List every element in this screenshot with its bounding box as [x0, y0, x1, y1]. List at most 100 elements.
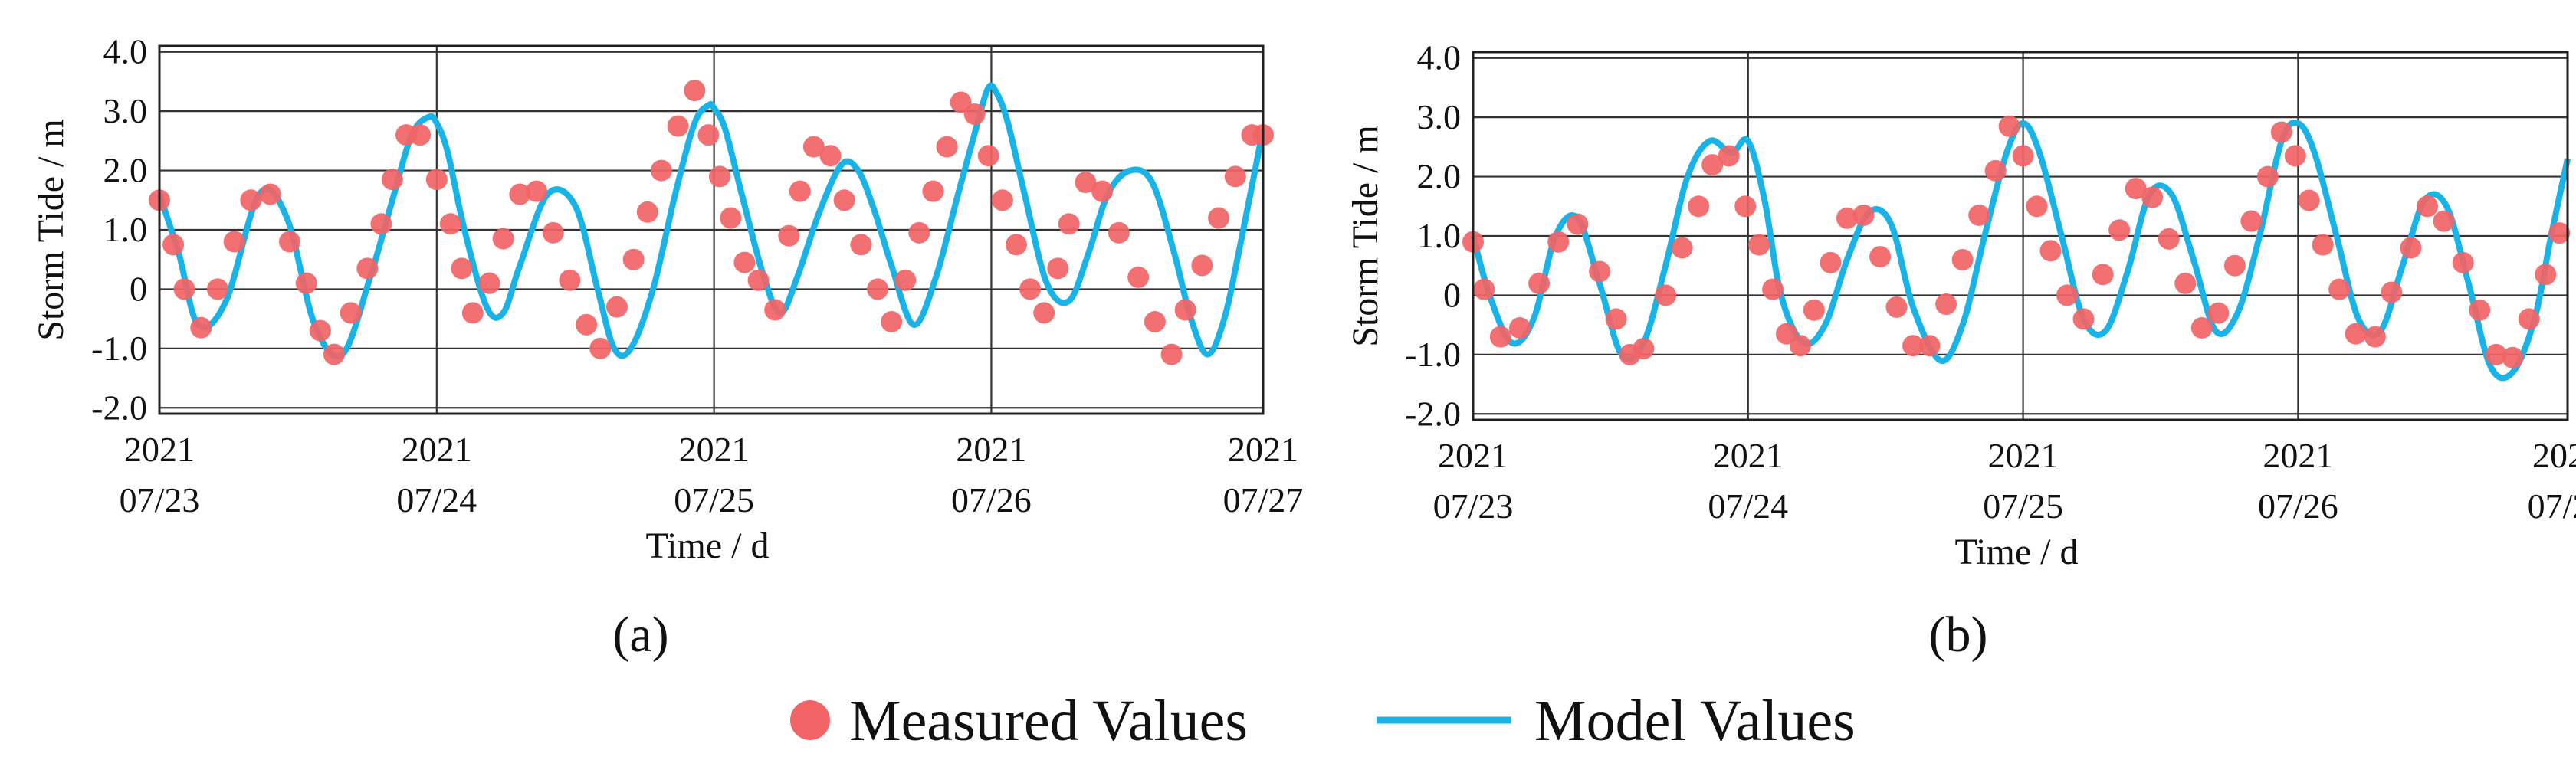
measured-point-b — [1701, 154, 1724, 176]
x-tick-date-a: 07/24 — [396, 480, 477, 519]
measured-point-b — [1718, 145, 1740, 167]
measured-point-b — [1633, 338, 1655, 360]
measured-point-a — [1091, 180, 1114, 202]
panel-label-b: (b) — [1929, 607, 1988, 663]
measured-point-b — [2256, 165, 2279, 188]
measured-point-a — [1224, 165, 1246, 188]
measured-point-a — [295, 272, 317, 294]
measured-point-b — [1655, 284, 1677, 306]
measured-point-b — [2174, 272, 2197, 294]
plot-frame-b — [1472, 51, 2569, 421]
measured-point-a — [526, 180, 548, 202]
x-tick-year-a: 2021 — [956, 430, 1026, 469]
measured-point-b — [2452, 251, 2474, 273]
x-tick-year-a: 2021 — [402, 430, 472, 469]
measured-point-a — [1208, 207, 1230, 229]
y-tick-label-b: -1.0 — [1405, 335, 1461, 374]
y-tick-label-b: 3.0 — [1417, 97, 1462, 136]
y-tick-label-b: 1.0 — [1417, 216, 1462, 255]
measured-point-b — [1489, 326, 1511, 348]
measured-point-a — [576, 313, 598, 336]
measured-point-a — [206, 278, 228, 300]
measured-point-a — [667, 115, 689, 137]
measured-point-b — [2072, 308, 2095, 330]
measured-point-b — [1508, 317, 1531, 339]
measured-point-b — [2502, 346, 2524, 368]
y-tick-label-a: -2.0 — [91, 388, 147, 427]
measured-point-b — [2469, 299, 2491, 321]
x-axis-label-b: Time / d — [1955, 532, 2079, 572]
measured-point-b — [2125, 178, 2147, 200]
measured-point-b — [1852, 204, 1875, 226]
measured-point-b — [1589, 260, 1611, 283]
measured-point-b — [1951, 248, 1974, 270]
measured-point-b — [1935, 293, 1957, 316]
y-tick-label-a: 4.0 — [103, 32, 148, 71]
measured-point-b — [2400, 237, 2422, 259]
measured-point-a — [881, 311, 903, 332]
measured-point-b — [2518, 308, 2540, 330]
measured-point-a — [894, 269, 917, 291]
measured-point-b — [2417, 195, 2439, 218]
x-ticks-a: 2021 07/23 2021 07/24 2021 07/25 2021 07/26 2021… — [120, 430, 1304, 519]
measured-point-b — [2312, 234, 2334, 256]
measured-point-a — [323, 343, 345, 365]
measured-point-b — [2548, 222, 2571, 244]
measured-point-a — [1075, 172, 1097, 194]
measured-point-a — [789, 180, 811, 202]
measured-point-b — [2284, 145, 2306, 167]
measured-point-a — [963, 103, 986, 126]
measured-point-b — [1734, 195, 1757, 218]
measured-point-b — [1902, 335, 1925, 357]
measured-point-a — [279, 231, 301, 253]
measured-point-a — [764, 299, 786, 321]
measured-point-a — [708, 165, 730, 188]
measured-point-a — [605, 296, 628, 318]
measured-point-a — [240, 189, 262, 211]
measured-point-a — [650, 159, 672, 182]
measured-point-a — [733, 251, 756, 273]
measured-point-a — [1058, 213, 1080, 235]
measured-point-a — [908, 221, 930, 244]
measured-point-a — [559, 269, 581, 291]
chart-panel-b: 4.0 3.0 2.0 1.0 0 -1.0 -2.0 2021 07/23 2021 07/24… — [1345, 38, 2576, 663]
x-tick-date-b: 07/24 — [1708, 486, 1788, 526]
measured-point-b — [2328, 278, 2351, 300]
x-tick-date-a: 07/27 — [1223, 480, 1304, 519]
y-ticks-a: 4.0 3.0 2.0 1.0 0 -1.0 -2.0 — [91, 32, 147, 427]
chart-panel-a: 4.0 3.0 2.0 1.0 0 -1.0 -2.0 2021 07/23 2021 07/24… — [31, 32, 1303, 663]
measured-point-a — [1160, 343, 1183, 365]
measured-point-b — [1836, 207, 1858, 229]
measured-point-b — [1968, 204, 1990, 226]
measured-point-a — [1191, 254, 1213, 277]
measured-point-b — [2535, 264, 2557, 286]
measured-point-b — [2345, 323, 2367, 345]
measured-point-b — [2364, 326, 2386, 348]
x-tick-date-b: 07/23 — [1433, 486, 1514, 526]
measured-point-a — [309, 319, 331, 342]
measured-point-b — [2108, 219, 2131, 241]
measured-point-b — [1528, 272, 1551, 294]
y-tick-label-b: -2.0 — [1405, 394, 1461, 433]
measured-point-b — [2141, 186, 2164, 208]
panel-label-a: (a) — [612, 607, 668, 663]
measured-point-b — [1869, 246, 1892, 268]
measured-point-a — [1019, 278, 1042, 300]
measured-point-a — [819, 145, 842, 167]
legend: Measured Values Model Values — [790, 689, 1856, 753]
model-line-a — [156, 82, 1266, 360]
x-tick-date-b: 07/26 — [2258, 486, 2338, 526]
x-tick-date-b: 07/27 — [2528, 486, 2576, 526]
measured-point-a — [1047, 257, 1069, 280]
legend-measured-label: Measured Values — [849, 689, 1248, 753]
measured-point-a — [1108, 221, 1130, 244]
measured-point-a — [542, 221, 564, 244]
measured-point-a — [162, 234, 185, 256]
measured-point-a — [356, 257, 379, 280]
y-axis-label-a: Storm Tide / m — [31, 119, 71, 340]
measured-point-a — [720, 207, 742, 229]
y-tick-label-b: 2.0 — [1417, 157, 1462, 196]
y-tick-label-a: -1.0 — [91, 329, 147, 368]
measured-point-a — [747, 269, 770, 291]
measured-point-b — [1803, 299, 1825, 321]
